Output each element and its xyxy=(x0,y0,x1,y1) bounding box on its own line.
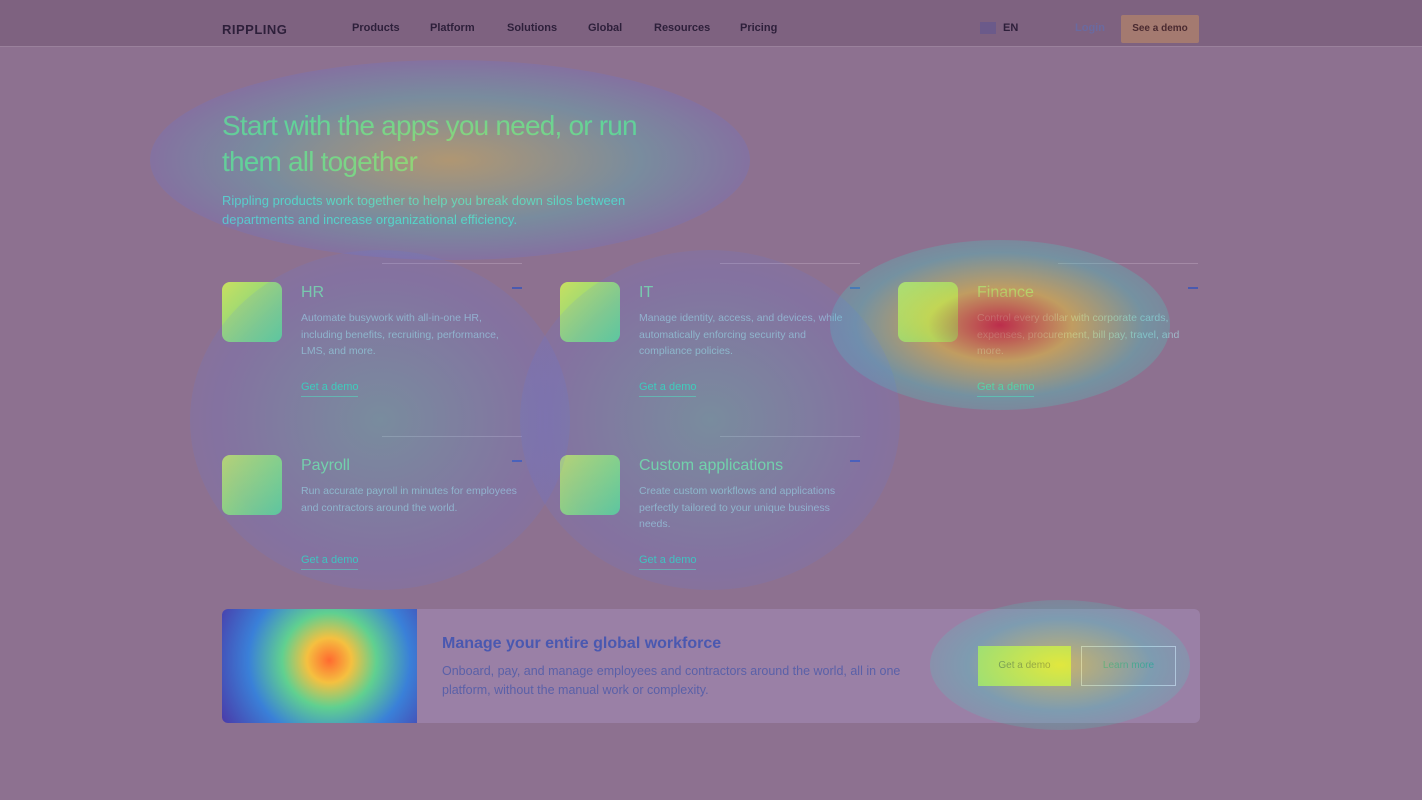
banner: Manage your entire global workforce Onbo… xyxy=(222,609,1200,723)
logo[interactable]: RIPPLING xyxy=(222,22,288,37)
card-title[interactable]: Payroll xyxy=(301,457,350,474)
nav-link[interactable]: Platform xyxy=(430,22,475,34)
nav-link[interactable]: Pricing xyxy=(740,22,778,34)
globe-image xyxy=(222,609,417,723)
card-icon xyxy=(560,282,620,342)
card-arrow xyxy=(850,287,860,289)
nav-link[interactable]: Products xyxy=(352,22,400,34)
card-title[interactable]: IT xyxy=(639,284,654,301)
nav-bar: RIPPLING Products Platform Solutions Global… xyxy=(0,0,1422,47)
nav-link[interactable]: Global xyxy=(588,22,623,34)
card-arrow xyxy=(1188,287,1198,289)
card-title[interactable]: HR xyxy=(301,284,325,301)
card-description: Control every dollar with corporate card… xyxy=(977,312,1180,357)
hero-subtitle: Rippling products work together to help … xyxy=(222,193,626,227)
banner-secondary-button[interactable]: Learn more xyxy=(1081,646,1176,686)
banner-text: Onboard, pay, and manage employees and c… xyxy=(442,664,901,697)
card-icon xyxy=(222,282,282,342)
card-cta[interactable]: Get a demo xyxy=(639,381,697,397)
card-cta[interactable]: Get a demo xyxy=(301,554,359,570)
language[interactable]: EN xyxy=(1003,22,1019,34)
card-divider xyxy=(720,436,860,437)
card-description: Manage identity, access, and devices, wh… xyxy=(639,312,843,357)
banner-primary-button[interactable]: Get a demo xyxy=(978,646,1071,686)
nav-link[interactable]: Solutions xyxy=(507,22,558,34)
banner-title: Manage your entire global workforce xyxy=(442,635,722,652)
card-title[interactable]: Custom applications xyxy=(639,457,784,474)
cta-button[interactable]: See a demo xyxy=(1121,15,1199,43)
card-divider xyxy=(720,263,860,264)
card-icon xyxy=(898,282,958,342)
hero-title: Start with the apps you need, or run the… xyxy=(222,110,638,177)
card-arrow xyxy=(512,460,522,462)
nav-link[interactable]: Resources xyxy=(654,22,711,34)
card-cta[interactable]: Get a demo xyxy=(977,381,1035,397)
card-divider xyxy=(382,263,522,264)
flag-icon xyxy=(980,22,996,34)
card-cta[interactable]: Get a demo xyxy=(639,554,697,570)
card-divider xyxy=(382,436,522,437)
card-title[interactable]: Finance xyxy=(977,284,1034,301)
card-divider xyxy=(1058,263,1198,264)
card-arrow xyxy=(512,287,522,289)
login[interactable]: Login xyxy=(1075,22,1105,34)
card-cta[interactable]: Get a demo xyxy=(301,381,359,397)
card-description: Automate busywork with all-in-one HR, in… xyxy=(301,312,499,357)
card-icon xyxy=(222,455,282,515)
card-description: Create custom workflows and applications… xyxy=(639,485,836,530)
card-arrow xyxy=(850,460,860,462)
card-icon xyxy=(560,455,620,515)
card-description: Run accurate payroll in minutes for empl… xyxy=(301,485,517,514)
